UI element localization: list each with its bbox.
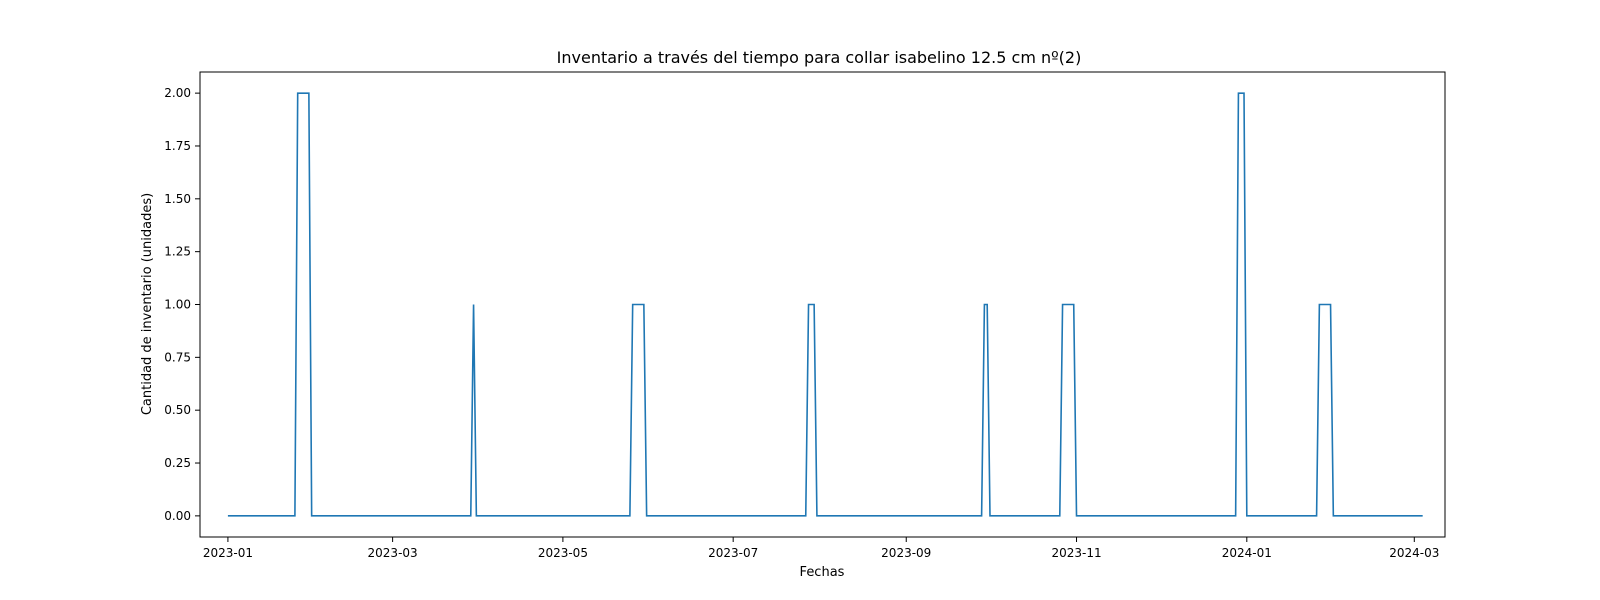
y-tick-label: 0.75 — [164, 350, 191, 364]
x-axis: 2023-01 2023-03 2023-05 2023-07 2023-09 2023-… — [203, 537, 1439, 560]
x-tick-label: 2023-01 — [203, 546, 253, 560]
y-tick-label: 1.25 — [164, 245, 191, 259]
y-tick-label: 1.75 — [164, 139, 191, 153]
y-tick-label: 0.25 — [164, 456, 191, 470]
x-tick-label: 2024-01 — [1222, 546, 1272, 560]
series-line — [227, 92, 1423, 517]
y-axis: 0.00 0.25 0.50 0.75 1.00 1.25 1.50 1.75 2.00 — [164, 86, 200, 523]
x-tick-label: 2023-11 — [1051, 546, 1101, 560]
x-tick-label: 2023-03 — [368, 546, 418, 560]
x-tick-label: 2023-07 — [708, 546, 758, 560]
y-axis-label: Cantidad de inventario (unidades) — [140, 193, 155, 415]
series-layer — [227, 92, 1423, 517]
chart-title: Inventario a través del tiempo para coll… — [557, 48, 1082, 67]
y-tick-label: 2.00 — [164, 86, 191, 100]
x-tick-label: 2023-05 — [538, 546, 588, 560]
y-tick-label: 0.50 — [164, 403, 191, 417]
x-tick-label: 2024-03 — [1389, 546, 1439, 560]
plot-area-frame — [199, 71, 1446, 538]
x-axis-label: Fechas — [800, 565, 845, 580]
y-tick-label: 1.50 — [164, 192, 191, 206]
x-tick-label: 2023-09 — [881, 546, 931, 560]
y-tick-label: 1.00 — [164, 298, 191, 312]
y-tick-label: 0.00 — [164, 509, 191, 523]
